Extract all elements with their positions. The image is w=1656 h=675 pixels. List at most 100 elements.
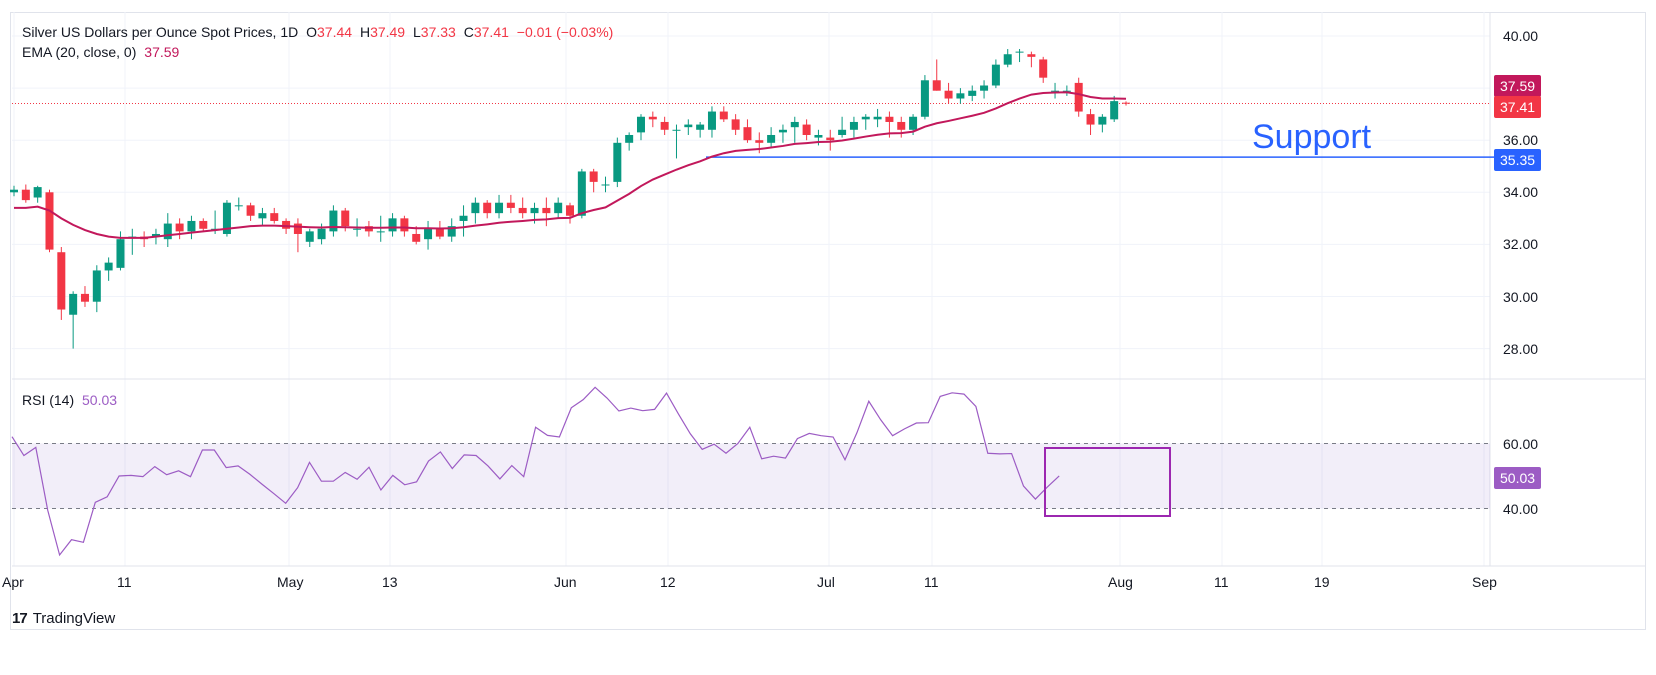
ema-value: 37.59 bbox=[144, 44, 180, 60]
candle-up bbox=[424, 228, 433, 240]
price-tick-label: 34.00 bbox=[1503, 184, 1539, 201]
candle-down bbox=[1074, 82, 1083, 112]
candle-down bbox=[412, 233, 421, 242]
price-tick-label: 36.00 bbox=[1503, 132, 1539, 149]
candle-down bbox=[802, 124, 811, 135]
last-price-badge: 37.41 bbox=[1494, 96, 1542, 118]
candle-down bbox=[897, 121, 906, 130]
candle-up bbox=[696, 124, 705, 130]
candle-up bbox=[909, 116, 918, 130]
candle-up bbox=[329, 210, 338, 232]
candle-down bbox=[826, 137, 835, 141]
support-annotation: Support bbox=[1252, 118, 1372, 156]
candle-up bbox=[222, 202, 231, 234]
open-value: 37.44 bbox=[317, 24, 353, 40]
ema-line bbox=[14, 91, 1127, 239]
candle-down bbox=[483, 202, 492, 214]
time-tick-label: Aug bbox=[1108, 574, 1133, 590]
time-tick-label: Jun bbox=[554, 574, 577, 590]
candle-up bbox=[447, 226, 456, 237]
high-label: H bbox=[359, 24, 371, 40]
candle-down bbox=[885, 116, 894, 122]
candle-down bbox=[1027, 54, 1036, 57]
candle-down bbox=[518, 207, 527, 214]
candle-down bbox=[199, 220, 208, 229]
ema-legend: EMA (20, close, 0) 37.59 bbox=[22, 44, 183, 60]
high-value: 37.49 bbox=[370, 24, 406, 40]
candle-up bbox=[388, 218, 397, 232]
price-tick-label: 28.00 bbox=[1503, 340, 1539, 357]
candle-up bbox=[1015, 51, 1024, 53]
candle-up bbox=[920, 80, 929, 117]
candle-up bbox=[92, 270, 101, 302]
candle-down bbox=[660, 121, 669, 130]
close-value: 37.41 bbox=[473, 24, 509, 40]
candle-down bbox=[542, 207, 551, 214]
rsi-line bbox=[11, 386, 1060, 557]
rsi-tick-label: 60.00 bbox=[1503, 435, 1539, 452]
symbol-title: Silver US Dollars per Ounce Spot Prices,… bbox=[22, 24, 299, 40]
candle-down bbox=[175, 223, 184, 232]
candle-up bbox=[838, 129, 847, 135]
candle-down bbox=[400, 218, 409, 232]
time-tick-label: Jul bbox=[817, 574, 835, 590]
time-tick-label: May bbox=[277, 574, 304, 590]
candle-down bbox=[435, 228, 444, 237]
candle-up bbox=[187, 220, 196, 232]
candle-up bbox=[684, 124, 693, 128]
tradingview-logo[interactable]: 17 TradingView bbox=[12, 610, 115, 627]
candle-up bbox=[636, 116, 645, 133]
candle-down bbox=[341, 210, 350, 227]
ema-label: EMA (20, close, 0) bbox=[22, 44, 137, 60]
candle-down bbox=[80, 293, 89, 302]
candle-up bbox=[767, 134, 776, 143]
candle-up bbox=[1051, 90, 1060, 92]
time-tick-label: 11 bbox=[924, 574, 939, 590]
candle-down bbox=[755, 140, 764, 143]
candle-up bbox=[625, 134, 634, 143]
candle-down bbox=[589, 171, 598, 182]
candle-up bbox=[849, 121, 858, 130]
candle-up bbox=[10, 189, 18, 193]
rsi-highlight-box bbox=[1044, 447, 1171, 517]
candle-down bbox=[932, 80, 941, 91]
candle-up bbox=[151, 233, 160, 237]
time-tick-label: 19 bbox=[1314, 574, 1330, 590]
candle-down bbox=[566, 205, 575, 216]
candle-up bbox=[163, 223, 172, 240]
candle-up bbox=[234, 205, 243, 207]
price-tick-label: 30.00 bbox=[1503, 288, 1539, 305]
candle-up bbox=[258, 213, 267, 219]
time-tick-label: Apr bbox=[2, 574, 24, 590]
price-tick-label: 40.00 bbox=[1503, 28, 1539, 44]
candle-down bbox=[57, 252, 66, 310]
candle-up bbox=[554, 202, 563, 214]
candle-down bbox=[364, 226, 373, 232]
candle-up bbox=[613, 142, 622, 182]
candle-up bbox=[601, 184, 610, 186]
tradingview-wordmark: TradingView bbox=[32, 610, 116, 627]
candle-down bbox=[743, 127, 752, 141]
rsi-label: RSI (14) bbox=[22, 392, 75, 408]
ema-price-badge: 37.59 bbox=[1494, 75, 1542, 97]
candle-up bbox=[991, 64, 1000, 86]
ohlc-legend: Silver US Dollars per Ounce Spot Prices,… bbox=[22, 24, 617, 40]
candle-down bbox=[282, 220, 291, 229]
candle-up bbox=[104, 262, 113, 271]
candle-down bbox=[944, 90, 953, 99]
candle-up bbox=[116, 239, 125, 268]
rsi-tick-label: 40.00 bbox=[1503, 500, 1539, 517]
rsi-legend: RSI (14) 50.03 bbox=[22, 392, 121, 408]
candle-up bbox=[317, 228, 326, 240]
chart-frame bbox=[10, 12, 1646, 630]
change-value: −0.01 (−0.03%) bbox=[516, 24, 614, 40]
candle-up bbox=[861, 116, 870, 120]
candle-up bbox=[1098, 116, 1107, 125]
candle-up bbox=[968, 90, 977, 96]
time-tick-label: 11 bbox=[1214, 574, 1229, 590]
time-tick-label: Sep bbox=[1472, 574, 1497, 590]
candle-up bbox=[672, 129, 681, 131]
candle-up bbox=[530, 207, 539, 214]
candle-up bbox=[376, 231, 385, 233]
